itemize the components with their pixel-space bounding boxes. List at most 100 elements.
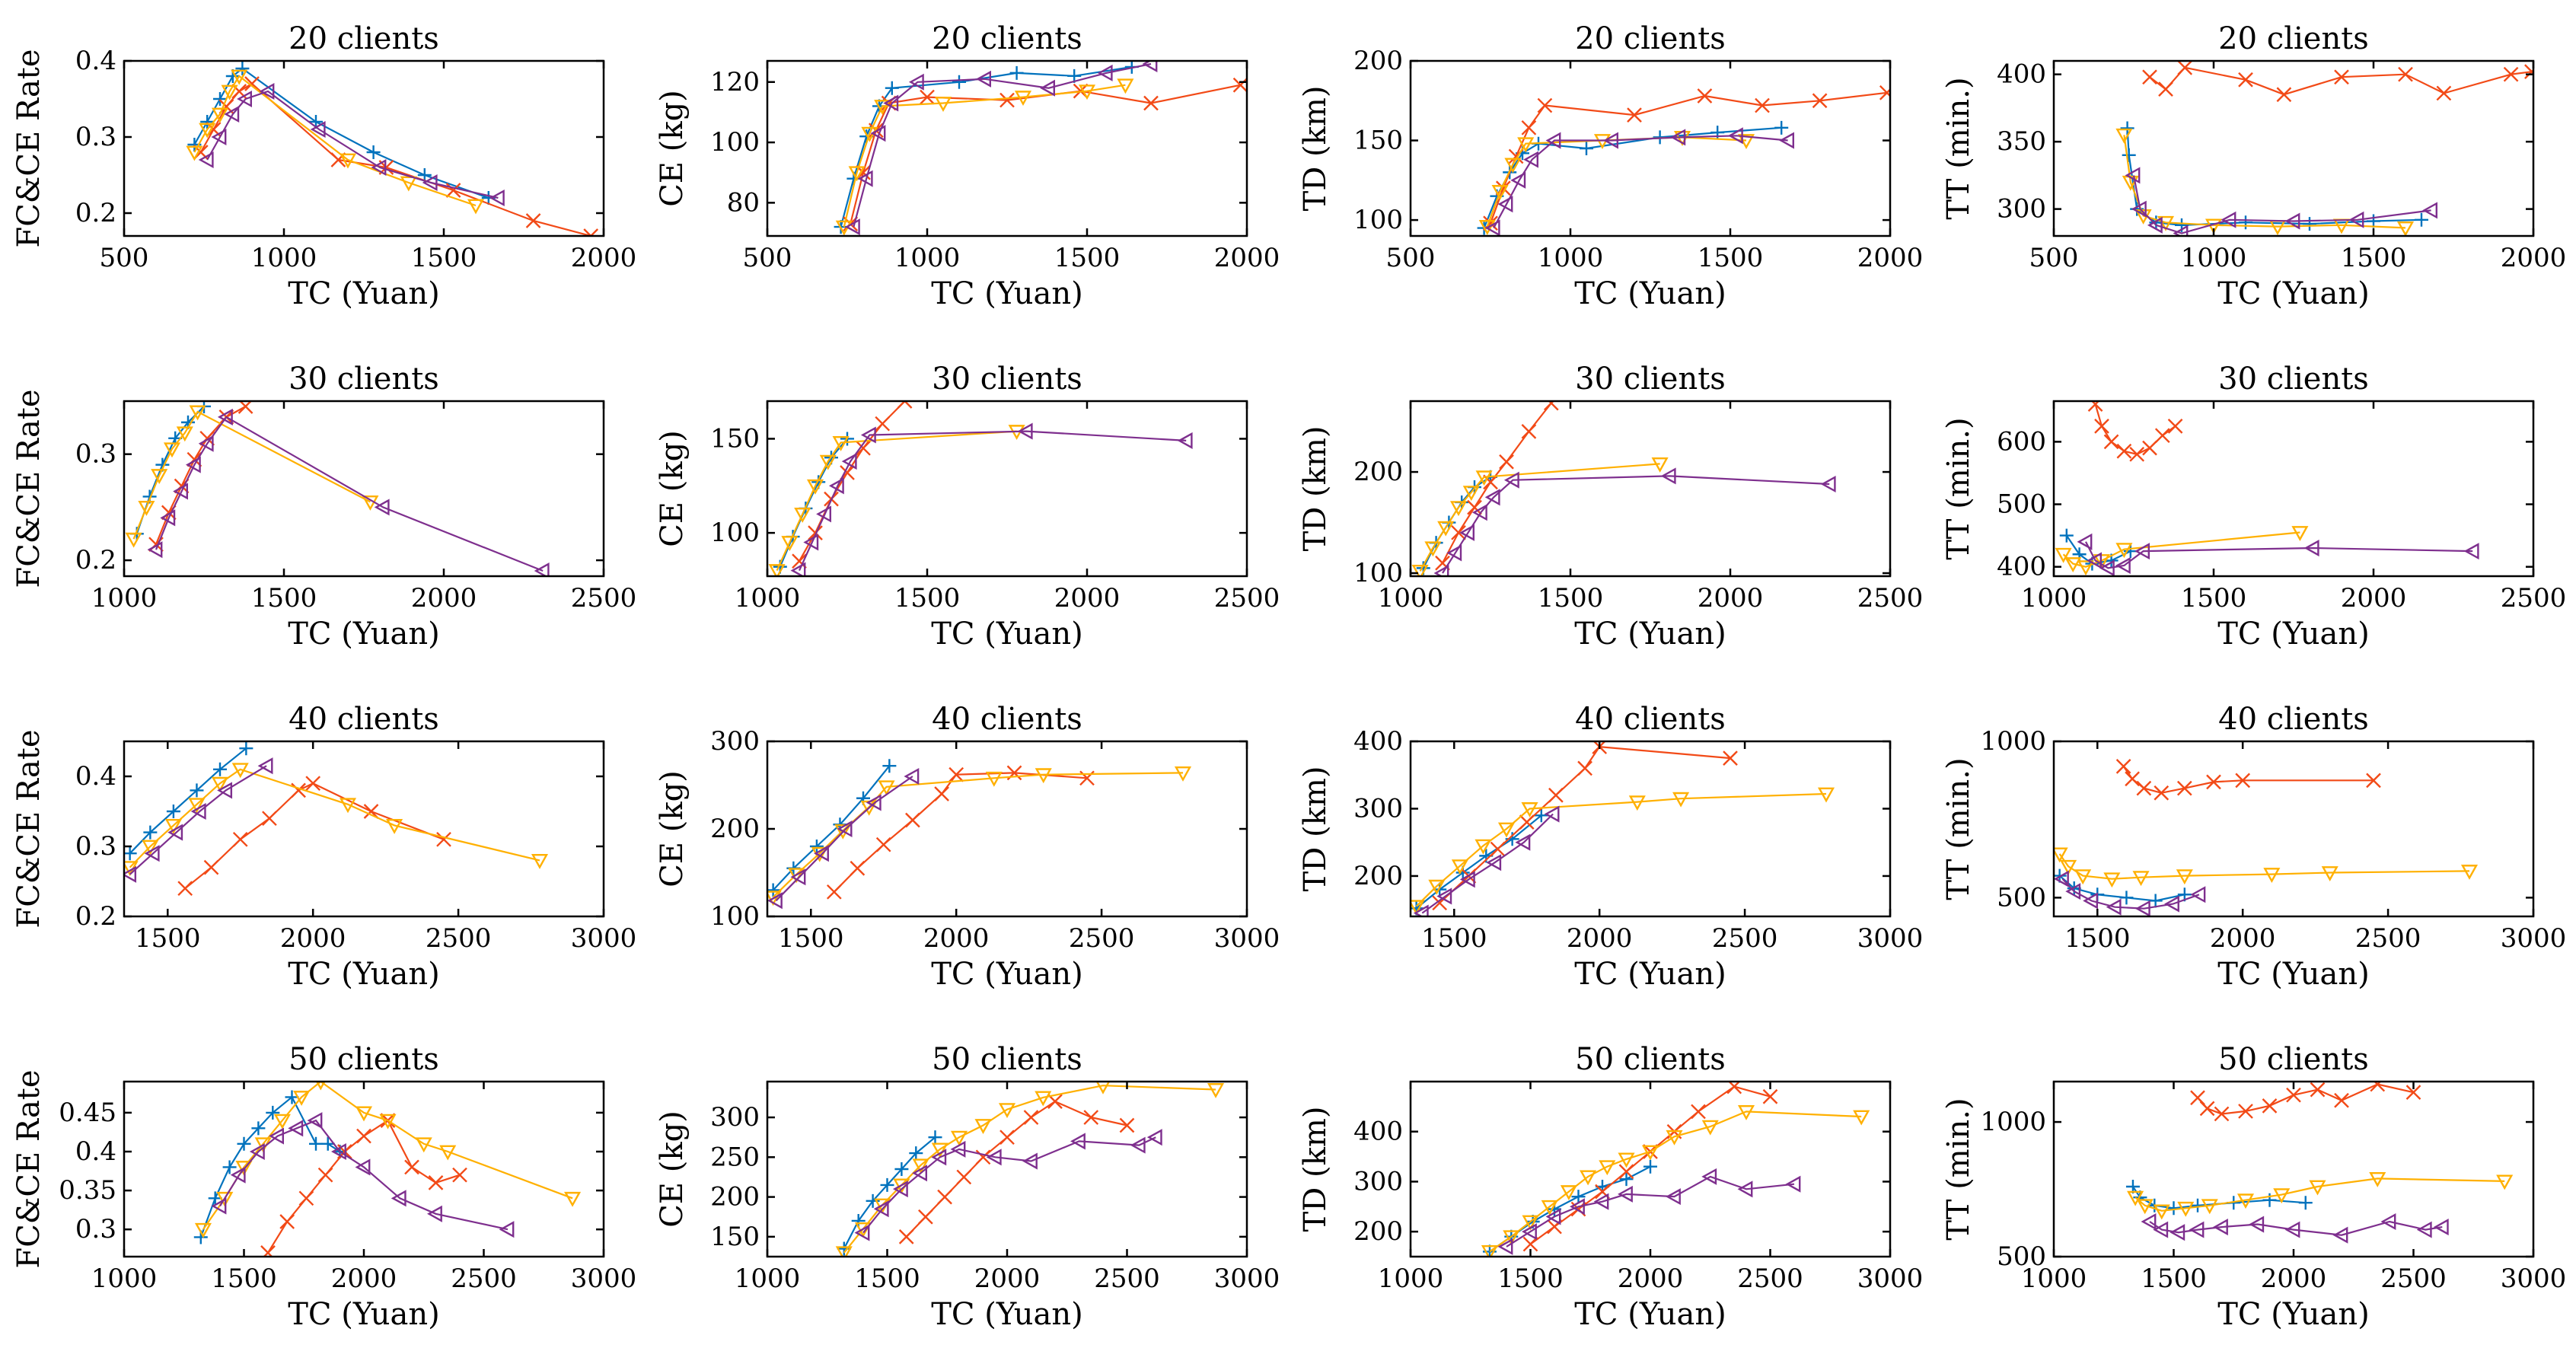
data-point: [355, 1158, 371, 1176]
data-point: [835, 1246, 853, 1257]
data-point: [259, 82, 275, 100]
axes-frame: [766, 59, 1248, 237]
data-point: [974, 1119, 992, 1134]
x-tick-label: 3000: [1857, 923, 1924, 954]
data-point: [211, 107, 229, 123]
data-point: [1491, 185, 1509, 200]
data-point: [2276, 87, 2292, 103]
data-point: [2206, 774, 2221, 790]
data-point: [400, 176, 417, 192]
y-axis-label: FC&CE Rate: [11, 729, 46, 928]
x-tick-label: 1000: [2181, 243, 2247, 273]
data-point: [1478, 220, 1496, 235]
data-point: [199, 123, 216, 139]
data-point: [525, 213, 541, 228]
series-line: [2058, 853, 2470, 880]
data-point: [1517, 137, 1535, 153]
data-point: [320, 1136, 335, 1151]
data-point: [2122, 148, 2136, 162]
series-yellow: [125, 405, 379, 548]
data-point: [2496, 1174, 2514, 1190]
y-tick-label: 100: [710, 901, 760, 932]
x-axis-label: TC (Yuan): [931, 957, 1083, 992]
series-purple: [1413, 805, 1560, 916]
data-point: [232, 831, 248, 847]
data-point: [391, 1190, 406, 1207]
series-line: [853, 62, 1152, 228]
data-point: [231, 69, 248, 85]
series-yellow: [2127, 1171, 2514, 1220]
x-tick-label: 3000: [2501, 1263, 2567, 1294]
data-point: [860, 426, 876, 444]
data-point: [1627, 107, 1642, 123]
subplot-1: 20 clients 500 1000 1500 2000 0.2 0.3 0.4 TC (Yu…: [11, 21, 636, 311]
data-point: [2077, 560, 2095, 576]
y-tick-label: 300: [710, 1102, 760, 1133]
series-red: [2115, 759, 2381, 801]
data-point: [2147, 216, 2163, 234]
subplot-2: 20 clients 500 1000 1500 2000 80 100 120 TC (Yua…: [655, 21, 1280, 311]
series-line: [132, 410, 371, 540]
x-tick-label: 1000: [1378, 583, 1444, 613]
data-point: [198, 435, 214, 452]
series-line: [1442, 403, 1552, 564]
plot-area: [2125, 1082, 2514, 1244]
x-tick-label: 2500: [1094, 1263, 1160, 1294]
data-point: [164, 819, 182, 834]
y-axis-label: TT (min.): [1941, 1098, 1976, 1240]
data-point: [298, 1190, 314, 1206]
data-point: [2214, 1106, 2230, 1122]
axes-frame: [766, 400, 1248, 578]
data-point: [857, 170, 873, 187]
data-point: [211, 776, 229, 792]
data-point: [2125, 167, 2141, 184]
series-yellow: [2115, 128, 2415, 236]
series-line: [1442, 475, 1830, 574]
data-point: [920, 89, 935, 105]
data-point: [216, 1191, 234, 1207]
data-point: [1618, 1185, 1633, 1203]
data-point: [875, 836, 891, 852]
series-line: [772, 765, 891, 891]
data-point: [1817, 787, 1835, 803]
data-point: [224, 105, 240, 123]
data-point: [897, 401, 913, 409]
x-tick-label: 1000: [735, 1263, 801, 1294]
data-point: [2298, 1196, 2313, 1210]
series-red: [1435, 401, 1559, 571]
subplot-title: 40 clients: [289, 702, 439, 737]
data-point: [1593, 1193, 1609, 1210]
series-purple: [844, 61, 1158, 236]
data-point: [1009, 65, 1024, 80]
data-point: [850, 860, 866, 876]
data-point: [1521, 802, 1538, 817]
data-point: [2415, 212, 2428, 227]
subplot-title: 50 clients: [1575, 1042, 1726, 1077]
data-point: [819, 454, 837, 470]
data-point: [1523, 151, 1538, 168]
x-axis-label: TC (Yuan): [2217, 617, 2370, 652]
data-point: [2310, 1082, 2326, 1098]
series-red: [792, 401, 913, 569]
data-point: [2332, 1226, 2348, 1244]
data-point: [1541, 1200, 1558, 1216]
data-point: [2201, 1199, 2218, 1215]
data-point: [931, 1149, 947, 1166]
series-red: [826, 765, 1095, 900]
data-point: [1660, 467, 1676, 485]
subplot-title: 40 clients: [2218, 702, 2369, 737]
data-point: [2177, 61, 2193, 75]
x-tick-label: 1000: [735, 583, 801, 613]
data-point: [1413, 904, 1429, 916]
series-blue: [837, 1130, 942, 1256]
series-purple: [147, 408, 550, 576]
data-point: [1812, 93, 1828, 109]
data-point: [882, 759, 897, 773]
series-line: [834, 772, 1088, 893]
data-point: [2460, 865, 2479, 880]
data-point: [2115, 556, 2131, 575]
data-point: [816, 505, 831, 523]
x-tick-label: 2000: [923, 923, 990, 954]
y-tick-label: 0.45: [59, 1098, 116, 1128]
data-point: [985, 771, 1003, 787]
